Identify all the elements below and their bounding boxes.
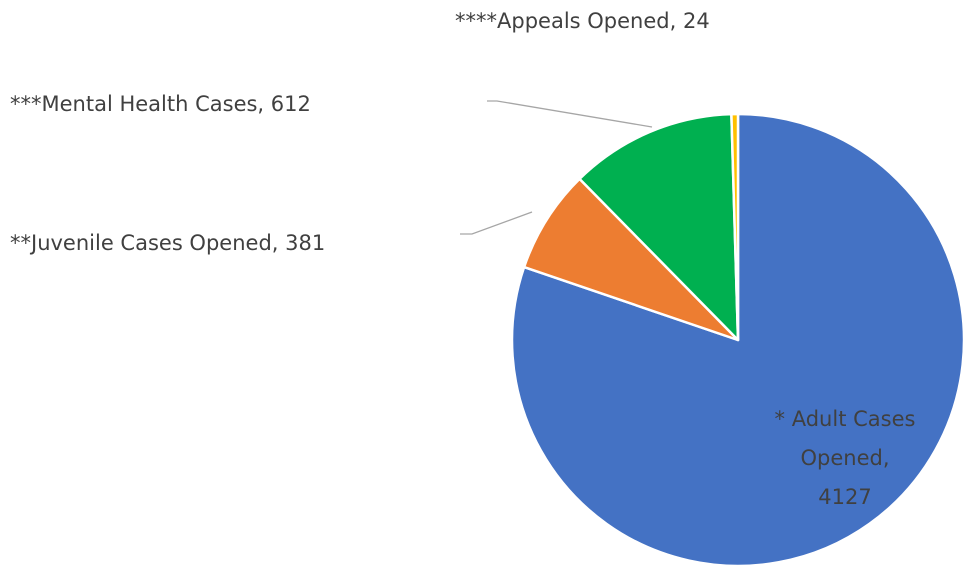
- data-label: ***Mental Health Cases, 612: [10, 92, 311, 116]
- data-label: ****Appeals Opened, 24: [455, 9, 710, 33]
- data-label: * Adult Cases Opened, 4127: [775, 407, 916, 509]
- data-label-line: 4127: [818, 485, 871, 509]
- data-label: **Juvenile Cases Opened, 381: [10, 231, 325, 255]
- leader-line: [487, 100, 653, 128]
- data-label-line: Opened,: [800, 446, 889, 470]
- data-label-line: * Adult Cases: [775, 407, 916, 431]
- pie-slice: [578, 112, 740, 342]
- pie-slice: [522, 177, 740, 342]
- pie: [510, 112, 964, 567]
- leader-line: [460, 211, 533, 235]
- pie-slice: [730, 112, 740, 342]
- pie-slice: [510, 112, 964, 567]
